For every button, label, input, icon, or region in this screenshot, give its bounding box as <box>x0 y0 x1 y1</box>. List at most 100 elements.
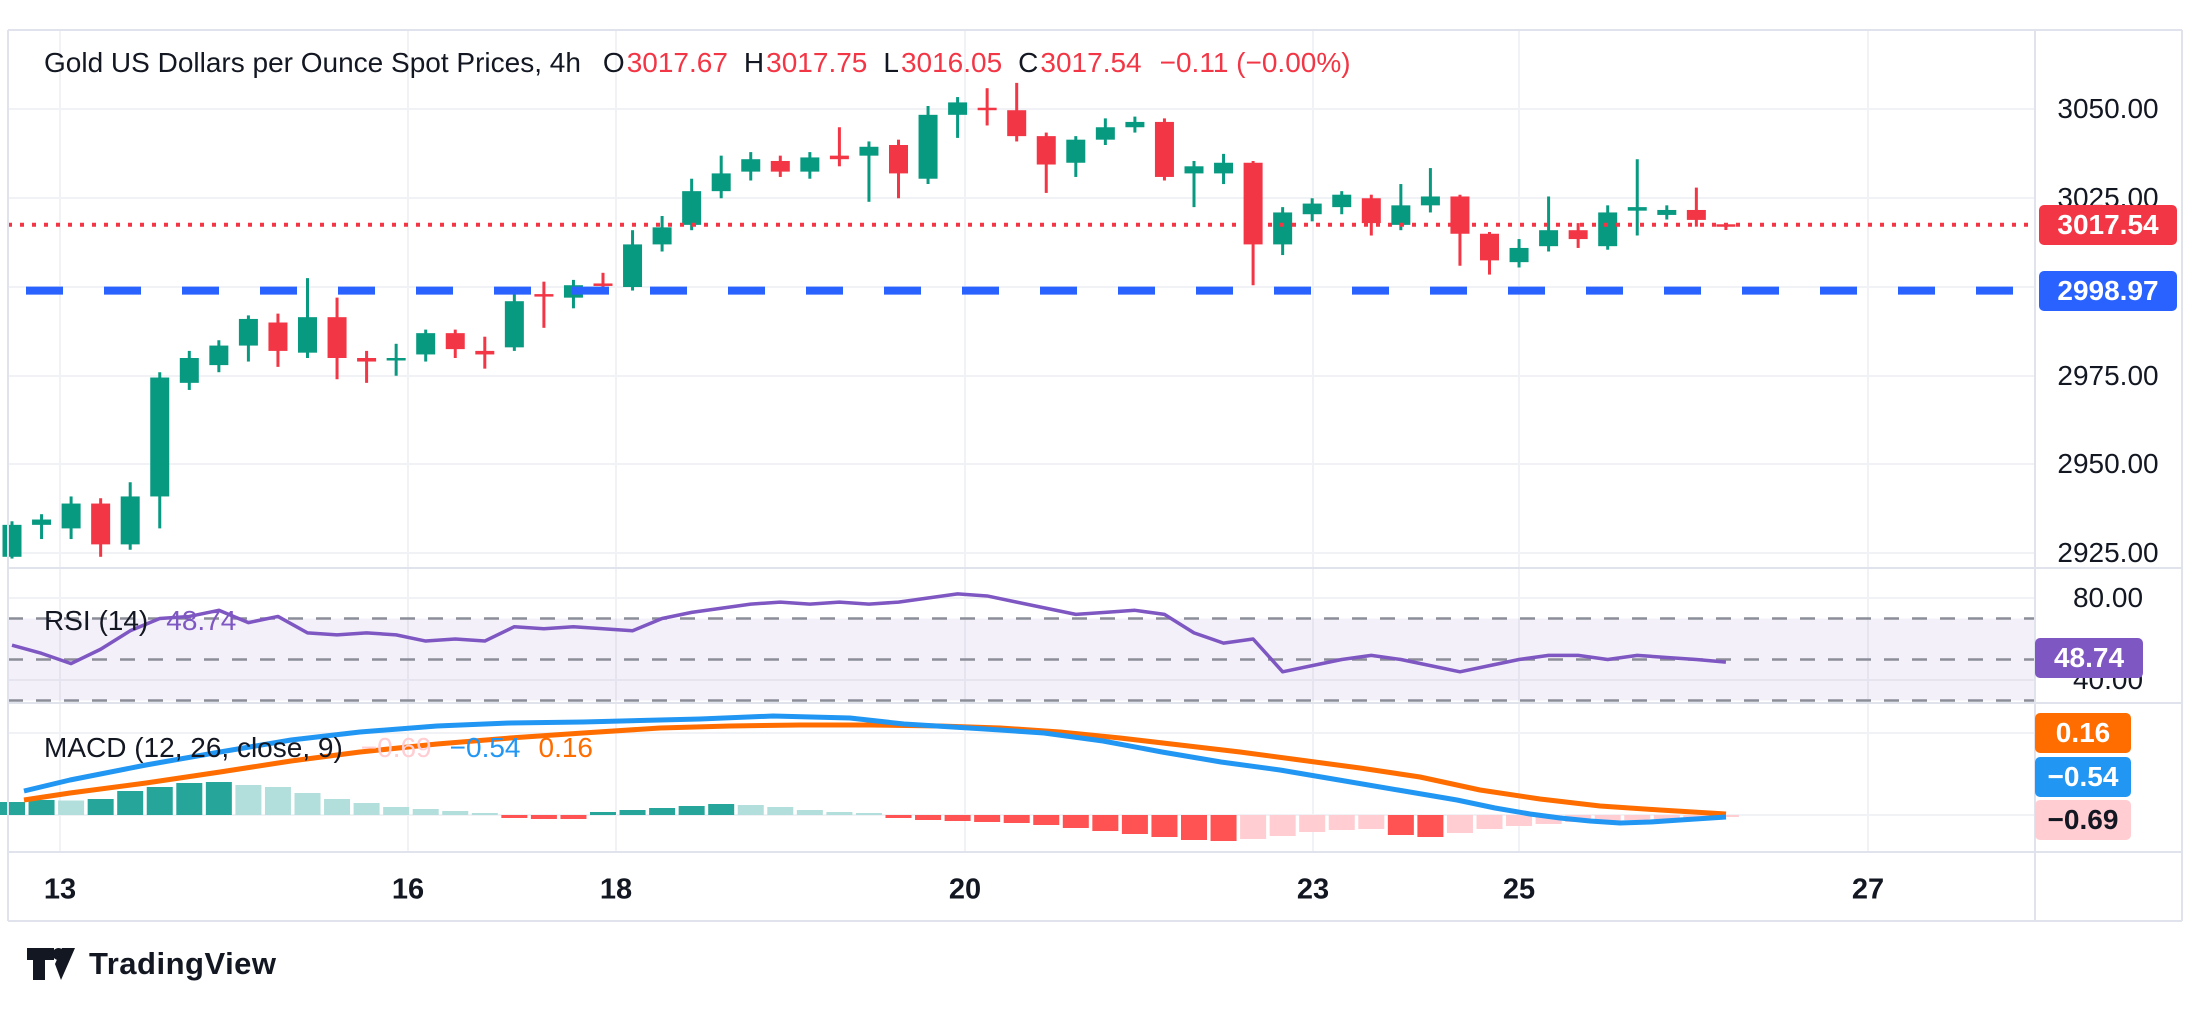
macd-hist-bar <box>885 815 912 818</box>
macd-hist-bar <box>412 809 439 815</box>
candle-body <box>150 377 170 497</box>
macd-hist-bar <box>1151 815 1178 837</box>
macd-hist-bar <box>796 810 823 815</box>
candle-body <box>859 146 879 156</box>
candle-body <box>623 244 643 287</box>
candle-body <box>1273 212 1293 245</box>
macd-hist-bar <box>1358 815 1385 829</box>
candle-body <box>948 102 968 115</box>
macd-hist-bar <box>678 806 705 815</box>
candle-body <box>1095 127 1115 140</box>
macd-hist-bar <box>1506 815 1533 826</box>
macd-hist-bar <box>826 812 853 815</box>
candle-body <box>1509 247 1529 263</box>
candle-body <box>1361 198 1381 224</box>
rsi-line <box>11 592 1727 674</box>
candle-body <box>1036 136 1056 165</box>
macd-hist-bar <box>1387 815 1414 835</box>
macd-hist-bar <box>708 804 735 815</box>
macd-hist-bar <box>560 815 587 819</box>
candle-body <box>1154 121 1174 177</box>
candle-body <box>1657 209 1677 215</box>
macd-hist-bar <box>1210 815 1237 841</box>
macd-hist-bar <box>264 787 291 815</box>
macd-hist-bar <box>590 812 616 815</box>
candle-body <box>1598 212 1618 247</box>
candle-body <box>534 294 554 297</box>
macd-hist-bar <box>1003 815 1030 823</box>
candle-body <box>91 503 111 545</box>
macd-hist-bar <box>0 802 25 815</box>
candle-body <box>1420 196 1440 206</box>
candle-body <box>770 160 790 172</box>
candle-body <box>475 350 495 355</box>
macd-hist-bar <box>619 810 646 815</box>
macd-hist-bar <box>294 793 321 815</box>
candle-body <box>268 322 288 351</box>
candle-body <box>1066 139 1086 163</box>
candle-body <box>682 191 702 225</box>
candle-body <box>1568 230 1588 240</box>
macd-hist-bar <box>471 813 498 815</box>
macd-hist-bar <box>530 815 557 819</box>
candle-body <box>504 301 524 348</box>
candle-body <box>741 159 761 172</box>
macd-line <box>23 713 1727 826</box>
macd-hist-bar <box>855 813 882 815</box>
macd-hist-bar <box>1121 815 1148 834</box>
candle-body <box>120 496 140 545</box>
macd-hist-bar <box>915 815 942 820</box>
macd-hist-bar <box>974 815 1001 822</box>
macd-hist-bar <box>1653 815 1680 819</box>
candle-body <box>1539 230 1559 247</box>
candle-body <box>977 107 997 111</box>
candle-body <box>1214 162 1234 174</box>
candle-body <box>829 155 849 160</box>
macd-hist-bar <box>1062 815 1089 828</box>
macd-hist-bar <box>1092 815 1119 831</box>
candle-body <box>357 358 377 362</box>
candle-body <box>2 524 22 557</box>
macd-hist-bar <box>1417 815 1444 837</box>
macd-hist-bar <box>1033 815 1060 825</box>
candle-body <box>445 333 465 350</box>
candle-body <box>593 283 613 286</box>
candle-body <box>1686 209 1706 220</box>
macd-hist-bar <box>501 815 528 818</box>
macd-hist-bar <box>28 800 55 815</box>
macd-hist-bar <box>353 803 380 815</box>
macd-hist-bar <box>146 787 173 815</box>
candle-body <box>209 345 229 366</box>
candle-body <box>711 173 731 192</box>
macd-hist-bar <box>205 782 232 815</box>
candle-body <box>1332 194 1352 208</box>
macd-hist-bar <box>235 785 262 815</box>
candle-body <box>238 318 258 346</box>
macd-hist-bar <box>58 800 85 815</box>
macd-hist-bar <box>767 807 794 815</box>
macd-hist-bar <box>1535 815 1562 824</box>
candle-body <box>298 317 317 353</box>
macd-hist-bar <box>324 799 351 815</box>
macd-hist-bar <box>1240 815 1267 839</box>
macd-hist-bar <box>1476 815 1503 829</box>
candle-body <box>416 333 436 355</box>
macd-hist-bar <box>1269 815 1296 836</box>
candle-body <box>179 358 199 383</box>
candle-body <box>1243 162 1263 245</box>
candle-body <box>32 519 52 525</box>
macd-hist-bar <box>383 807 410 815</box>
candle-body <box>1391 205 1411 225</box>
candle-body <box>61 503 81 529</box>
candle-body <box>652 227 672 245</box>
candle-body <box>889 145 908 174</box>
candle-body <box>1007 110 1027 137</box>
macd-hist-bar <box>944 815 971 821</box>
candle-body <box>1125 121 1145 128</box>
macd-hist-bar <box>737 805 764 815</box>
macd-hist-bar <box>1299 815 1326 832</box>
macd-hist-bar <box>87 799 114 815</box>
candle-body <box>1184 166 1204 174</box>
macd-hist-bar <box>442 811 469 815</box>
